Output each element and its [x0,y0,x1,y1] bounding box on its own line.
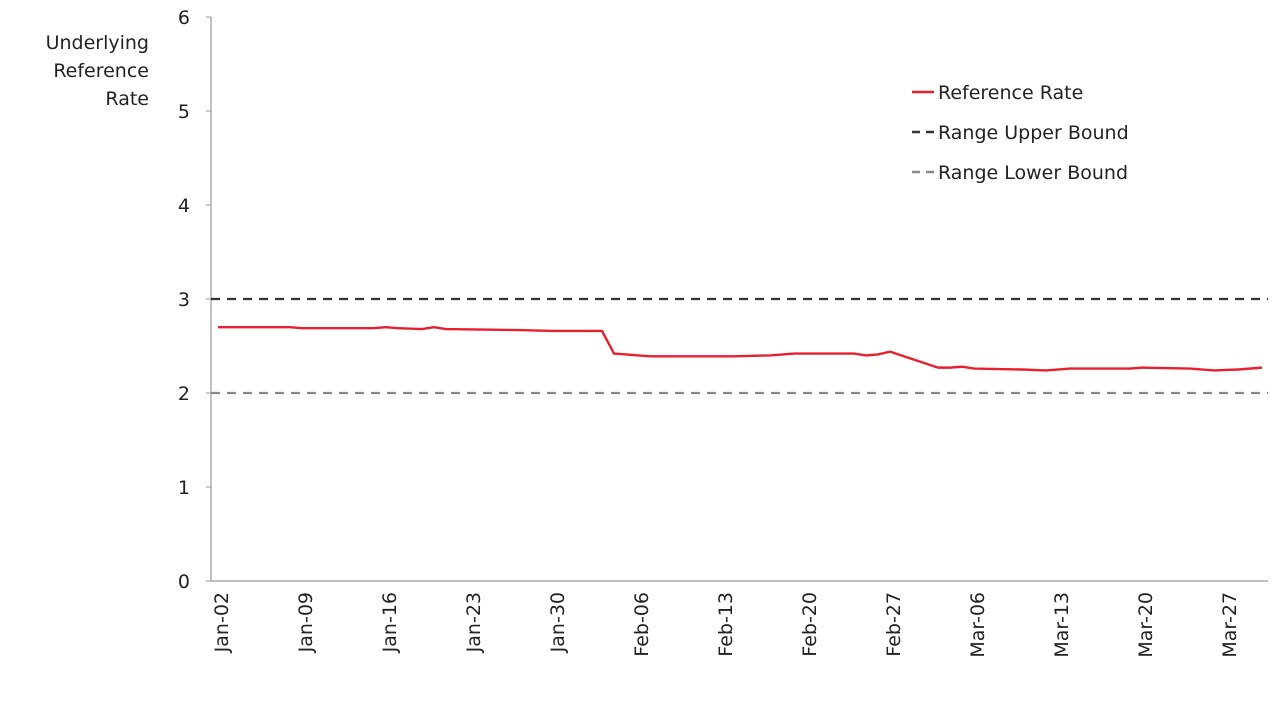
y-tick-label: 4 [178,195,190,217]
y-axis-label: Underlying [46,32,149,54]
x-tick-label: Mar-13 [1051,592,1073,658]
x-tick-label: Feb-20 [799,592,821,657]
legend-label: Range Lower Bound [938,162,1128,184]
x-tick-label: Feb-27 [883,592,905,657]
series-line-reference-rate [218,327,1262,370]
x-tick-label: Mar-20 [1135,592,1157,658]
x-tick-label: Jan-16 [379,592,401,653]
y-axis-label: Rate [105,88,149,110]
legend-label: Reference Rate [938,82,1083,104]
y-tick-label: 6 [178,7,190,29]
x-tick-label: Mar-27 [1219,592,1241,658]
y-tick-label: 5 [178,101,190,123]
legend-label: Range Upper Bound [938,122,1129,144]
x-tick-label: Jan-09 [295,592,317,653]
x-tick-label: Feb-13 [715,592,737,657]
y-tick-label: 3 [178,289,190,311]
x-tick-label: Jan-23 [463,592,485,653]
x-tick-label: Jan-30 [547,592,569,653]
y-tick-label: 0 [178,571,190,593]
x-tick-label: Feb-06 [631,592,653,657]
y-tick-label: 1 [178,477,190,499]
x-tick-label: Mar-06 [967,592,989,658]
y-tick-label: 2 [178,383,190,405]
x-tick-label: Jan-02 [211,592,233,653]
y-axis-label: Reference [53,60,149,82]
